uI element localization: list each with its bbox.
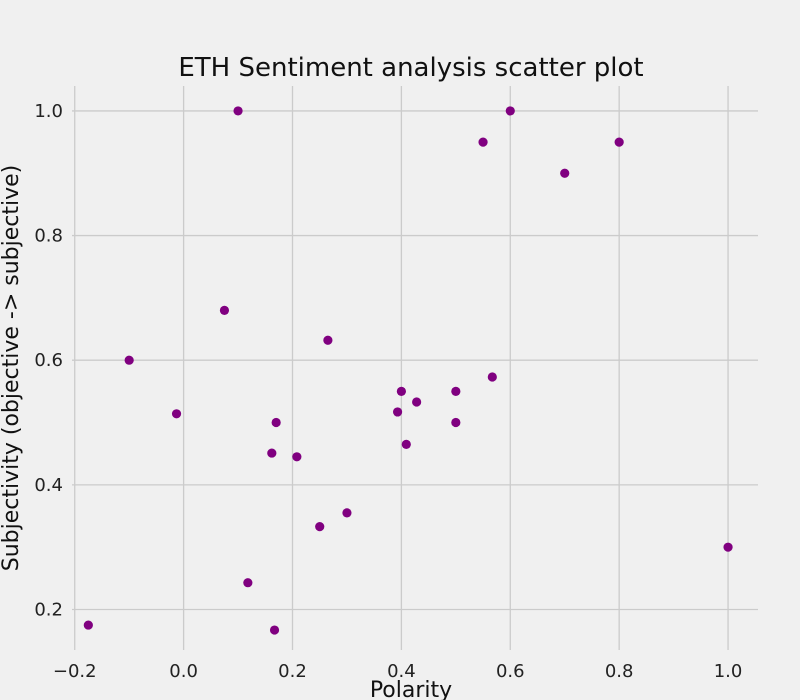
data-point <box>451 386 461 396</box>
x-tick-label: 0.4 <box>387 661 416 682</box>
data-point <box>560 168 570 178</box>
data-point <box>723 542 733 552</box>
y-axis-label: Subjectivity (objective -> subjective) <box>0 165 24 572</box>
x-axis-label: Polarity <box>370 678 452 700</box>
x-tick-label: 0.2 <box>278 661 307 682</box>
data-point <box>292 452 302 462</box>
data-point <box>243 578 253 588</box>
data-point <box>478 137 488 147</box>
data-point <box>323 335 333 345</box>
data-points <box>83 106 733 635</box>
x-axis-ticks: −0.2 0.0 0.2 0.4 0.6 0.8 1.0 <box>53 661 743 682</box>
x-tick-label: −0.2 <box>53 661 97 682</box>
data-point <box>267 448 277 458</box>
data-point <box>124 355 134 365</box>
data-point <box>271 417 281 428</box>
y-tick-label: 0.2 <box>34 599 63 620</box>
y-axis-ticks: 0.2 0.4 0.6 0.8 1.0 <box>34 101 63 621</box>
x-tick-label: 1.0 <box>714 661 743 682</box>
data-point <box>487 372 497 382</box>
data-point <box>401 439 411 449</box>
data-point <box>342 508 352 518</box>
data-point <box>392 407 403 417</box>
y-tick-label: 0.4 <box>34 475 63 496</box>
data-point <box>614 137 624 147</box>
data-point <box>505 106 515 116</box>
y-tick-label: 0.8 <box>34 226 63 247</box>
data-point <box>233 106 243 116</box>
grid <box>72 86 758 650</box>
data-point <box>412 397 422 407</box>
data-point <box>83 620 93 630</box>
chart-title: ETH Sentiment analysis scatter plot <box>178 53 643 83</box>
y-tick-label: 1.0 <box>34 101 63 122</box>
data-point <box>219 305 230 315</box>
x-tick-label: 0.8 <box>605 661 634 682</box>
x-tick-label: 0.6 <box>496 661 525 682</box>
x-tick-label: 0.0 <box>169 661 198 682</box>
data-point <box>396 386 406 396</box>
data-point <box>171 409 182 419</box>
data-point <box>315 522 325 532</box>
data-point <box>269 625 280 635</box>
y-tick-label: 0.6 <box>34 350 63 371</box>
data-point <box>451 417 461 428</box>
